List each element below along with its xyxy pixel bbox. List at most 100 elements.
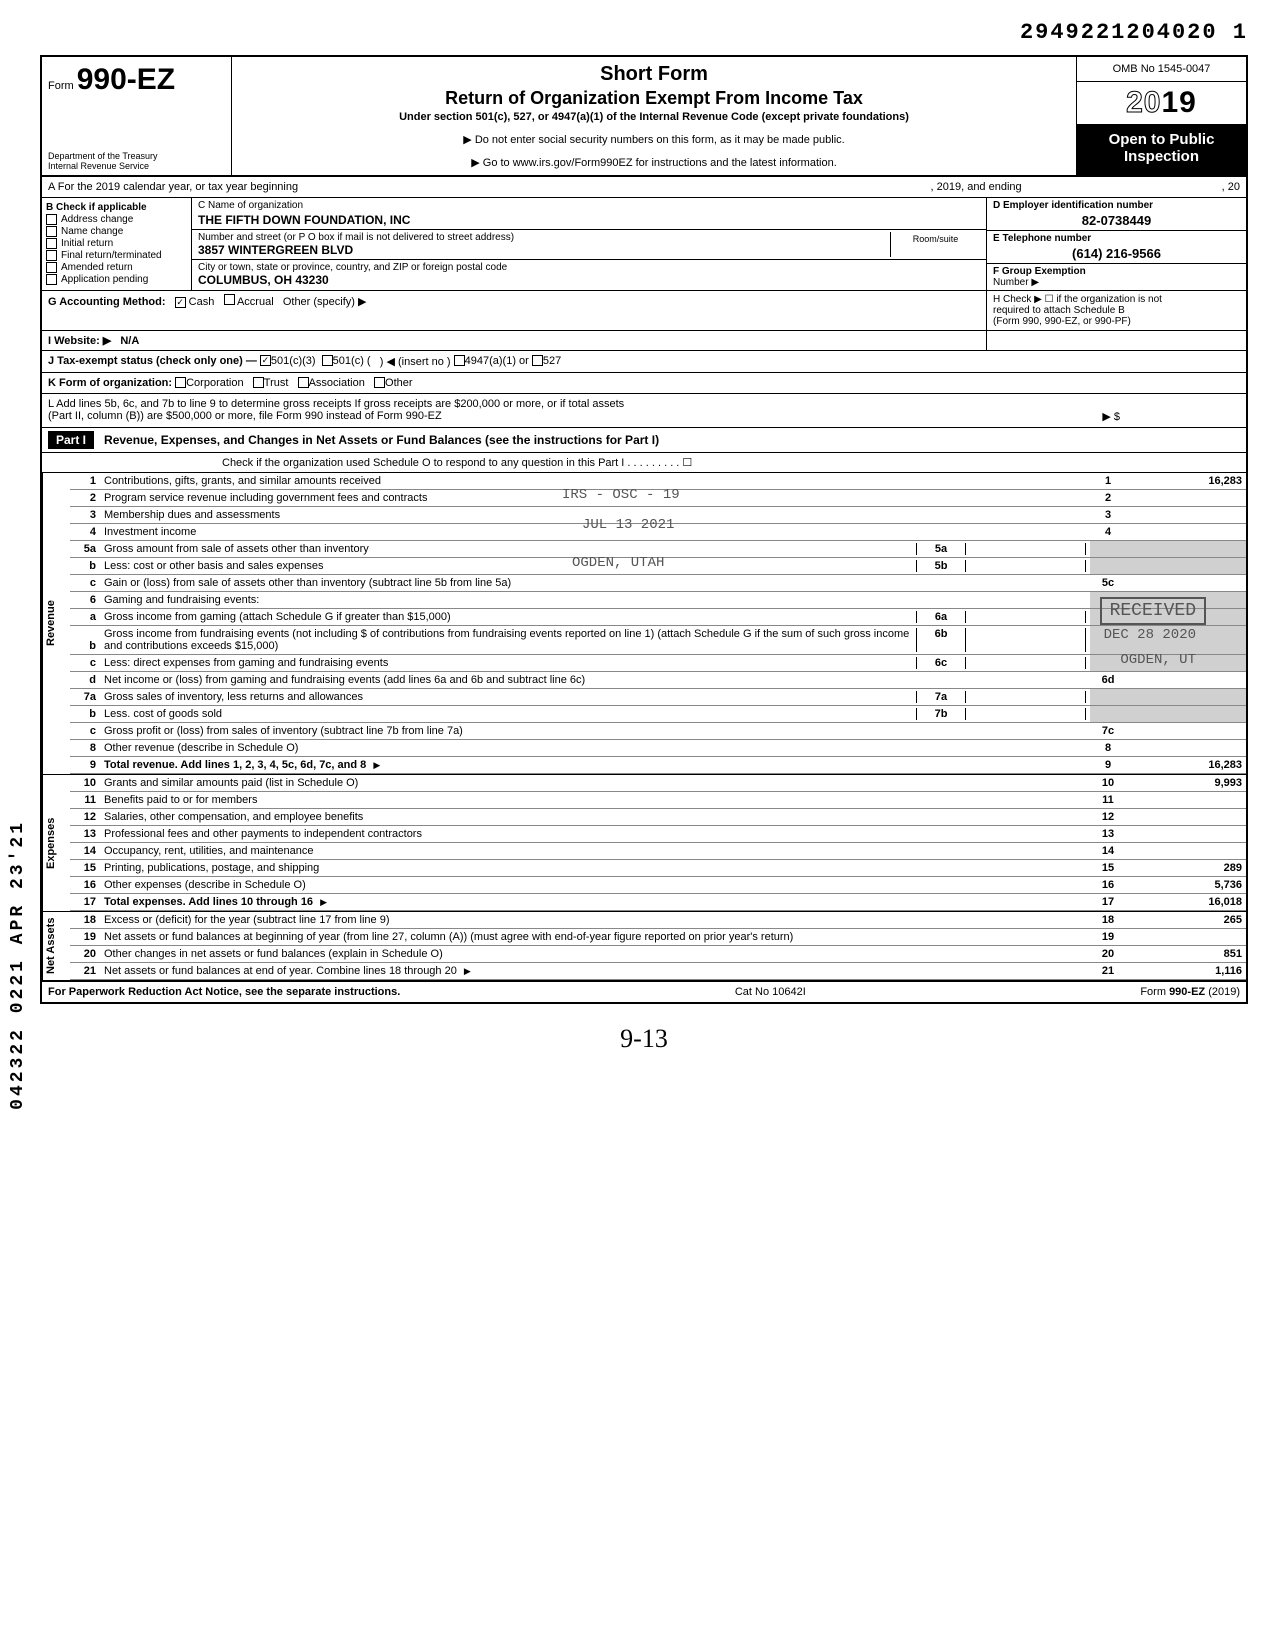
chk-4947[interactable] [454, 355, 465, 366]
line-a-prefix: A For the 2019 calendar year, or tax yea… [48, 181, 298, 193]
l12-desc: Salaries, other compensation, and employ… [104, 811, 363, 823]
label-street: Number and street (or P O box if mail is… [198, 232, 890, 243]
side-label-revenue: Revenue [42, 473, 70, 774]
line-k-form-org: K Form of organization: Corporation Trus… [42, 373, 1246, 394]
tax-year: 20201919 [1077, 82, 1246, 125]
line-18: 18Excess or (deficit) for the year (subt… [70, 912, 1246, 929]
line-5c: cGain or (loss) from sale of assets othe… [70, 575, 1246, 592]
lbl-527: 527 [543, 355, 561, 368]
label-group-exemption: F Group Exemption [993, 266, 1240, 277]
l5c-desc: Gain or (loss) from sale of assets other… [104, 577, 511, 589]
chk-trust[interactable] [253, 377, 264, 388]
label-ein: D Employer identification number [993, 200, 1240, 211]
lbl-trust: Trust [264, 377, 289, 389]
line-a-suffix: , 20 [1222, 181, 1240, 193]
chk-name-change[interactable] [46, 226, 57, 237]
line-21: 21Net assets or fund balances at end of … [70, 963, 1246, 980]
l20-val: 851 [1126, 946, 1246, 963]
h-text1: H Check ▶ ☐ if the organization is not [993, 294, 1240, 305]
l6-desc: Gaming and fundraising events: [104, 594, 259, 606]
label-website: I Website: ▶ [48, 335, 111, 347]
omb-number: OMB No 1545-0047 [1077, 57, 1246, 82]
line-10: 10Grants and similar amounts paid (list … [70, 775, 1246, 792]
part-i-schedule-o-check: Check if the organization used Schedule … [42, 453, 1246, 473]
line-j-tax-status: J Tax-exempt status (check only one) — ✓… [42, 351, 1246, 373]
org-name: THE FIFTH DOWN FOUNDATION, INC [198, 213, 980, 227]
net-assets-section: Net Assets 18Excess or (deficit) for the… [42, 912, 1246, 982]
open-public-1: Open to Public [1081, 131, 1242, 148]
label-form-org: K Form of organization: [48, 377, 172, 389]
l10-desc: Grants and similar amounts paid (list in… [104, 777, 358, 789]
irs-label: Internal Revenue Service [48, 161, 158, 171]
l1-val: 16,283 [1126, 473, 1246, 490]
l4-desc: Investment income [104, 526, 196, 538]
l6a-desc: Gross income from gaming (attach Schedul… [104, 611, 916, 623]
form-footer: For Paperwork Reduction Act Notice, see … [42, 982, 1246, 1002]
l21-desc: Net assets or fund balances at end of ye… [104, 965, 457, 977]
l-text2: (Part II, column (B)) are $500,000 or mo… [48, 410, 442, 423]
chk-other-org[interactable] [374, 377, 385, 388]
phone-value: (614) 216-9566 [993, 246, 1240, 261]
line-6b: bGross income from fundraising events (n… [70, 626, 1246, 655]
section-identity: B Check if applicable Address change Nam… [42, 198, 1246, 291]
line-15: 15Printing, publications, postage, and s… [70, 860, 1246, 877]
ein-value: 82-0738449 [993, 213, 1240, 228]
open-to-public: Open to Public Inspection [1077, 125, 1246, 175]
chk-address-change[interactable] [46, 214, 57, 225]
label-phone: E Telephone number [993, 233, 1240, 244]
l11-desc: Benefits paid to or for members [104, 794, 257, 806]
side-label-expenses: Expenses [42, 775, 70, 911]
l9-desc: Total revenue. Add lines 1, 2, 3, 4, 5c,… [104, 759, 366, 771]
l13-desc: Professional fees and other payments to … [104, 828, 422, 840]
section-b-label: B Check if applicable [46, 202, 187, 213]
chk-final-return[interactable] [46, 250, 57, 261]
chk-cash[interactable]: ✓ [175, 297, 186, 308]
line-12: 12Salaries, other compensation, and empl… [70, 809, 1246, 826]
line-19: 19Net assets or fund balances at beginni… [70, 929, 1246, 946]
l14-desc: Occupancy, rent, utilities, and maintena… [104, 845, 314, 857]
line-20: 20Other changes in net assets or fund ba… [70, 946, 1246, 963]
side-label-net-assets: Net Assets [42, 912, 70, 980]
chk-app-pending[interactable] [46, 274, 57, 285]
ssn-warning: ▶ Do not enter social security numbers o… [242, 133, 1066, 146]
lbl-name-change: Name change [61, 226, 123, 237]
chk-association[interactable] [298, 377, 309, 388]
chk-501c3[interactable]: ✓ [260, 355, 271, 366]
chk-accrual[interactable] [224, 294, 235, 305]
line-5a: 5aGross amount from sale of assets other… [70, 541, 1246, 558]
chk-corporation[interactable] [175, 377, 186, 388]
l7c-desc: Gross profit or (loss) from sales of inv… [104, 725, 463, 737]
chk-527[interactable] [532, 355, 543, 366]
line-6c: cLess: direct expenses from gaming and f… [70, 655, 1246, 672]
l2-desc: Program service revenue including govern… [104, 492, 427, 504]
open-public-2: Inspection [1081, 148, 1242, 165]
part-i-header-row: Part I Revenue, Expenses, and Changes in… [42, 428, 1246, 453]
room-suite-label: Room/suite [890, 232, 980, 257]
short-form-title: Short Form [242, 63, 1066, 86]
l15-desc: Printing, publications, postage, and shi… [104, 862, 319, 874]
line-6: 6Gaming and fundraising events: [70, 592, 1246, 609]
lbl-address-change: Address change [61, 214, 133, 225]
label-city: City or town, state or province, country… [198, 262, 980, 273]
line-a-tax-year: A For the 2019 calendar year, or tax yea… [42, 177, 1246, 198]
part-i-title: Revenue, Expenses, and Changes in Net As… [104, 433, 659, 447]
chk-initial-return[interactable] [46, 238, 57, 249]
form-number-big: 990-EZ [77, 63, 175, 96]
lbl-amended: Amended return [61, 262, 133, 273]
l18-val: 265 [1126, 912, 1246, 929]
l17-val: 16,018 [1126, 894, 1246, 911]
line-7b: bLess. cost of goods sold7b [70, 706, 1246, 723]
line-i-website: I Website: ▶ N/A [42, 331, 1246, 351]
label-tax-exempt: J Tax-exempt status (check only one) — [48, 355, 257, 368]
line-11: 11Benefits paid to or for members11 [70, 792, 1246, 809]
line-4: 4Investment income4 [70, 524, 1246, 541]
dept-treasury: Department of the Treasury [48, 151, 158, 161]
lbl-final-return: Final return/terminated [61, 250, 162, 261]
line-a-mid: , 2019, and ending [931, 181, 1022, 193]
chk-501c[interactable] [322, 355, 333, 366]
l19-desc: Net assets or fund balances at beginning… [104, 931, 793, 943]
chk-amended[interactable] [46, 262, 57, 273]
form-prefix: Form [48, 80, 74, 92]
l9-val: 16,283 [1126, 757, 1246, 774]
l17-desc: Total expenses. Add lines 10 through 16 [104, 896, 313, 908]
